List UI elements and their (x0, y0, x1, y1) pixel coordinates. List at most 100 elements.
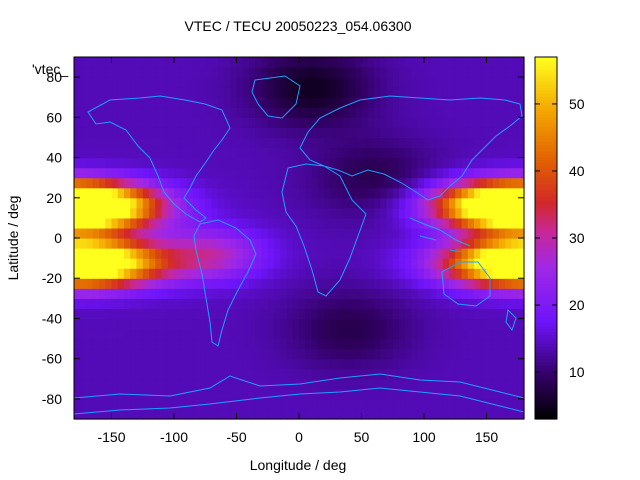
heatmap-cell (236, 248, 244, 259)
heatmap-cell (380, 97, 388, 108)
heatmap-cell (374, 197, 381, 209)
heatmap-cell (461, 318, 469, 330)
colorbar-segment (535, 370, 557, 375)
heatmap-cell (117, 187, 125, 199)
heatmap-cell (349, 197, 356, 209)
heatmap-cell (161, 217, 169, 229)
heatmap-cell (342, 298, 350, 309)
heatmap-cell (217, 338, 225, 350)
heatmap-cell (399, 117, 406, 128)
heatmap-cell (92, 378, 100, 390)
heatmap-cell (180, 238, 188, 249)
heatmap-cell (99, 187, 106, 199)
heatmap-cell (499, 107, 506, 118)
heatmap-cell (117, 227, 125, 239)
heatmap-cell (92, 338, 100, 350)
heatmap-cell (417, 408, 425, 420)
heatmap-cell (436, 77, 444, 88)
heatmap-cell (149, 318, 156, 330)
heatmap-cell (124, 167, 131, 179)
heatmap-cell (217, 227, 225, 239)
heatmap-cell (230, 328, 238, 340)
heatmap-cell (292, 368, 300, 380)
heatmap-cell (405, 207, 413, 219)
heatmap-cell (299, 227, 306, 239)
heatmap-cell (174, 338, 181, 350)
heatmap-cell (274, 67, 281, 78)
heatmap-cell (511, 328, 519, 340)
heatmap-cell (455, 177, 463, 189)
heatmap-cell (299, 177, 306, 189)
heatmap-cell (311, 127, 319, 139)
heatmap-cell (142, 147, 150, 159)
heatmap-cell (267, 167, 275, 179)
heatmap-cell (474, 338, 481, 350)
heatmap-cell (411, 258, 419, 269)
heatmap-cell (292, 207, 300, 219)
heatmap-cell (186, 398, 194, 410)
heatmap-cell (86, 117, 94, 128)
heatmap-cell (199, 348, 206, 360)
heatmap-cell (211, 77, 219, 88)
heatmap-cell (380, 258, 388, 269)
heatmap-cell (149, 378, 156, 390)
heatmap-cell (180, 258, 188, 269)
heatmap-cell (236, 97, 244, 108)
heatmap-cell (292, 137, 300, 149)
heatmap-cell (167, 217, 175, 229)
heatmap-cell (486, 117, 494, 128)
heatmap-cell (86, 217, 94, 229)
heatmap-cell (299, 258, 306, 269)
heatmap-cell (367, 57, 375, 68)
heatmap-cell (317, 167, 325, 179)
heatmap-cell (492, 207, 500, 219)
heatmap-cell (217, 408, 225, 420)
heatmap-cell (186, 177, 194, 189)
heatmap-cell (367, 338, 375, 350)
heatmap-cell (361, 258, 369, 269)
heatmap-cell (255, 197, 263, 209)
heatmap-cell (180, 388, 188, 400)
heatmap-cell (305, 217, 313, 229)
heatmap-cell (211, 328, 219, 340)
heatmap-cell (474, 227, 481, 239)
heatmap-cell (236, 388, 244, 400)
y-tick-label: 80 (46, 69, 62, 85)
heatmap-cell (274, 238, 281, 249)
heatmap-cell (142, 288, 150, 299)
heatmap-cell (392, 358, 400, 370)
heatmap-cell (355, 408, 363, 420)
heatmap-cell (136, 127, 144, 139)
colorbar-segment (535, 358, 557, 363)
heatmap-cell (517, 258, 525, 269)
heatmap-cell (399, 408, 406, 420)
heatmap-cell (224, 268, 231, 279)
heatmap-cell (436, 87, 444, 98)
heatmap-cell (374, 348, 381, 360)
heatmap-cell (117, 167, 125, 179)
heatmap-cell (361, 227, 369, 239)
heatmap-cell (405, 248, 413, 259)
colorbar-segment (535, 201, 557, 206)
heatmap-cell (455, 87, 463, 98)
heatmap-cell (317, 378, 325, 390)
colorbar-segment (535, 280, 557, 284)
heatmap-cell (74, 278, 81, 289)
heatmap-cell (455, 368, 463, 380)
heatmap-cell (136, 207, 144, 219)
heatmap-cell (336, 127, 344, 139)
heatmap-cell (467, 278, 475, 289)
heatmap-cell (167, 378, 175, 390)
heatmap-cell (424, 408, 431, 420)
heatmap-cell (111, 107, 119, 118)
heatmap-cell (342, 278, 350, 289)
heatmap-cell (505, 268, 513, 279)
heatmap-cell (280, 167, 288, 179)
heatmap-cell (311, 308, 319, 320)
heatmap-cell (142, 177, 150, 189)
heatmap-cell (199, 238, 206, 249)
heatmap-cell (242, 207, 250, 219)
heatmap-cell (342, 378, 350, 390)
heatmap-cell (330, 248, 338, 259)
heatmap-cell (199, 308, 206, 320)
